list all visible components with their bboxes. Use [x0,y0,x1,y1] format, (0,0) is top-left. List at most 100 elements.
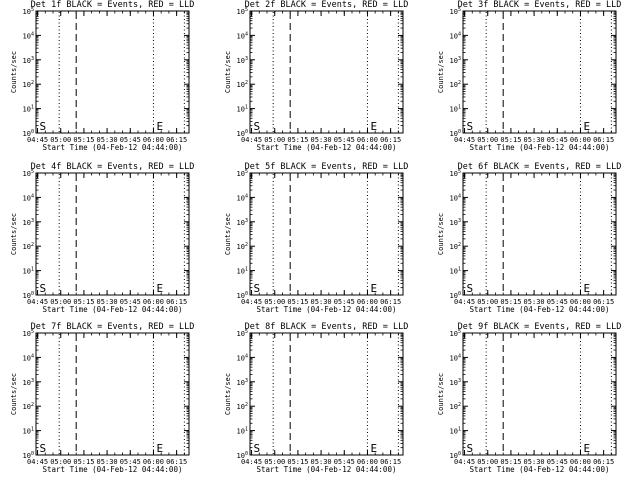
x-tick-label: 05:00 [50,298,71,306]
y-tick-exponent: 3 [245,218,248,224]
y-tick-exponent: 1 [245,267,248,273]
y-tick-exponent: 3 [31,378,34,384]
x-tick-label: 05:15 [73,298,94,306]
x-tick-label: 06:00 [143,136,164,144]
y-tick-exponent: 1 [31,105,34,111]
x-tick-label: 05:15 [500,298,521,306]
y-tick-label: 101 [450,427,461,436]
x-tick-label: 05:15 [287,458,308,466]
x-tick-label: 05:30 [311,298,332,306]
x-tick-label: 06:00 [143,458,164,466]
marker-e: E [584,120,591,133]
x-tick-label: 05:45 [334,136,355,144]
y-tick-label: 102 [237,402,248,411]
x-axis-label: Start Time (04-Feb-12 04:44:00) [470,143,610,152]
detector-panel-9: Det 9f BLACK = Events, RED = LLD Counts/s… [437,322,621,474]
detector-panel-6: Det 6f BLACK = Events, RED = LLD Counts/s… [437,162,621,314]
marker-s: S [254,120,261,133]
y-tick-exponent: 3 [245,56,248,62]
y-tick-label: 103 [450,378,461,387]
x-tick-label: 04:45 [27,298,48,306]
y-tick-label: 103 [23,218,34,227]
x-tick-label: 05:30 [311,136,332,144]
y-tick-label: 103 [23,378,34,387]
y-tick-label: 104 [450,353,461,362]
panel-title: Det 1f BLACK = Events, RED = LLD [31,0,195,10]
x-tick-label: 06:00 [357,298,378,306]
panel-title: Det 9f BLACK = Events, RED = LLD [458,322,622,332]
marker-s: S [40,120,47,133]
y-tick-label: 100 [450,451,461,460]
panel-title: Det 8f BLACK = Events, RED = LLD [245,322,409,332]
y-tick-label: 105 [23,7,34,16]
y-tick-exponent: 4 [245,31,248,37]
x-tick-label: 05:15 [500,136,521,144]
x-tick-label: 05:45 [334,458,355,466]
panel-title: Det 4f BLACK = Events, RED = LLD [31,162,195,172]
marker-e: E [371,282,378,295]
x-tick-label: 05:30 [97,458,118,466]
y-tick-label: 105 [23,329,34,338]
marker-e: E [157,120,164,133]
y-tick-exponent: 0 [31,129,34,135]
y-tick-label: 103 [237,378,248,387]
y-tick-exponent: 4 [31,193,34,199]
y-tick-label: 105 [450,169,461,178]
y-tick-label: 104 [237,31,248,40]
x-tick-label: 05:15 [287,136,308,144]
y-tick-exponent: 2 [245,80,248,86]
y-tick-exponent: 1 [458,105,461,111]
y-tick-label: 100 [450,291,461,300]
panel-title: Det 5f BLACK = Events, RED = LLD [245,162,409,172]
y-tick-exponent: 5 [245,7,248,13]
y-tick-label: 105 [450,329,461,338]
x-tick-label: 06:15 [166,136,187,144]
y-tick-exponent: 0 [458,129,461,135]
x-tick-label: 05:45 [334,298,355,306]
y-tick-label: 104 [237,353,248,362]
marker-e: E [584,442,591,455]
y-tick-exponent: 3 [458,378,461,384]
y-axis-label: Counts/sec [10,373,18,415]
y-axis-label: Counts/sec [224,213,232,255]
y-tick-label: 100 [450,129,461,138]
x-tick-label: 04:45 [27,136,48,144]
marker-e: E [584,282,591,295]
y-tick-label: 104 [450,193,461,202]
x-tick-label: 06:00 [357,458,378,466]
y-tick-exponent: 1 [458,267,461,273]
y-tick-label: 102 [450,80,461,89]
x-tick-label: 05:30 [311,458,332,466]
detector-panel-1: Det 1f BLACK = Events, RED = LLD Counts/s… [10,0,194,152]
y-tick-exponent: 3 [458,218,461,224]
marker-e: E [371,120,378,133]
y-tick-label: 101 [23,267,34,276]
y-tick-label: 100 [237,291,248,300]
x-tick-label: 05:45 [547,136,568,144]
x-tick-label: 04:45 [241,458,262,466]
x-tick-label: 06:15 [593,458,614,466]
y-tick-exponent: 2 [31,242,34,248]
x-tick-label: 06:15 [166,458,187,466]
detector-panel-5: Det 5f BLACK = Events, RED = LLD Counts/s… [224,162,408,314]
x-tick-label: 05:45 [120,458,141,466]
y-tick-exponent: 4 [458,193,461,199]
detector-panel-8: Det 8f BLACK = Events, RED = LLD Counts/s… [224,322,408,474]
x-tick-label: 06:15 [380,136,401,144]
y-tick-label: 105 [23,169,34,178]
x-tick-label: 04:45 [454,136,475,144]
y-tick-exponent: 0 [458,451,461,457]
y-tick-exponent: 5 [245,329,248,335]
y-tick-label: 102 [450,242,461,251]
x-tick-label: 05:00 [264,458,285,466]
x-tick-label: 05:15 [73,458,94,466]
marker-s: S [254,442,261,455]
y-tick-label: 103 [23,56,34,65]
y-tick-exponent: 1 [31,427,34,433]
x-axis-label: Start Time (04-Feb-12 04:44:00) [470,305,610,314]
y-tick-exponent: 5 [31,169,34,175]
y-tick-label: 101 [23,427,34,436]
y-tick-exponent: 3 [31,56,34,62]
y-tick-label: 101 [237,427,248,436]
